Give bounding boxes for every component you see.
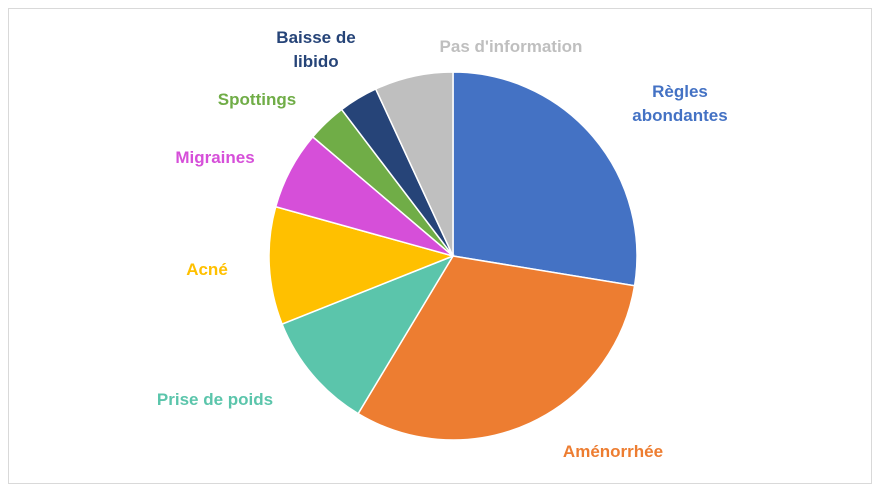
- pie-slice: [357, 255, 636, 441]
- slice-label: Acné: [186, 260, 228, 279]
- pie-slice: [268, 205, 456, 326]
- slice-label: Pas d'information: [439, 37, 583, 56]
- chart-frame: [8, 8, 872, 484]
- pie-slice: [374, 71, 454, 257]
- slice-label: Migraines: [175, 148, 255, 167]
- slice-label: Aménorrhée: [562, 442, 664, 461]
- slice-label: Spottings: [217, 90, 297, 109]
- slice-label: Prise de poids: [156, 390, 274, 409]
- slice-label: Règles abondantes: [632, 82, 728, 125]
- pie-slice: [281, 254, 455, 415]
- pie-slice: [452, 71, 638, 287]
- slice-label: Baisse de libido: [276, 28, 356, 71]
